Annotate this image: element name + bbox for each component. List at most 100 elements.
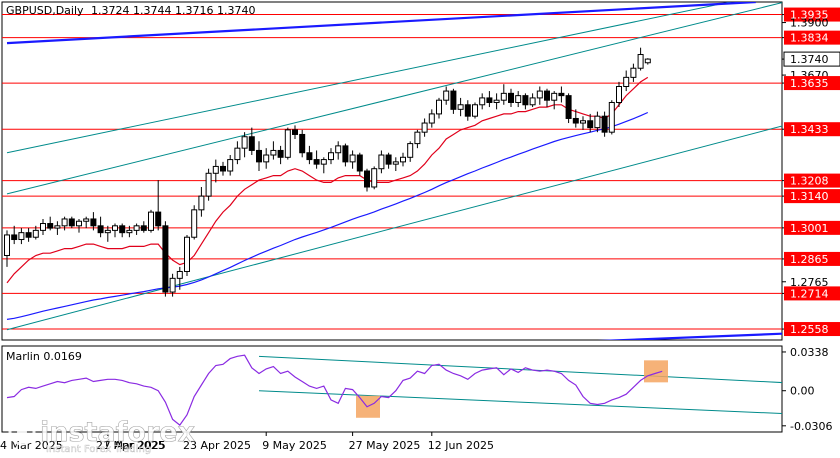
candle-body-bear (306, 152, 313, 161)
candle (378, 150, 385, 174)
candle (126, 225, 133, 238)
candle (40, 218, 46, 235)
candle (587, 113, 594, 133)
candle (140, 221, 147, 233)
candle-body-bear (277, 149, 284, 158)
candle (61, 216, 68, 231)
candle-body-bull (133, 225, 140, 231)
price-level-label: 1.3433 (790, 123, 829, 136)
price-level-tag (784, 7, 840, 22)
price-axis-label: 1.2765 (790, 276, 829, 289)
candle (457, 97, 464, 117)
time-axis-label: 12 Jun 2025 (428, 439, 494, 452)
candle (515, 91, 522, 108)
candle (18, 228, 25, 245)
candle-body-bull (4, 234, 10, 257)
price-level-tag (784, 189, 840, 204)
candle (544, 88, 550, 108)
price-level-label: 1.2865 (790, 253, 829, 266)
candle (90, 212, 97, 231)
oscillator-channel-line-1 (258, 390, 782, 415)
candle-body-bull (378, 154, 385, 170)
candle (47, 216, 54, 231)
candle-body-bear (522, 95, 529, 106)
oscillator-line (6, 354, 663, 426)
candle (493, 93, 500, 110)
candle (241, 132, 248, 158)
candle (414, 129, 421, 149)
candle-body-bear (220, 165, 226, 172)
price-level-label: 1.2558 (790, 323, 829, 336)
marlin-oscillator-line (6, 354, 663, 426)
oscillator-axis-label: 0.0338 (790, 346, 829, 359)
candle-body-bear (248, 136, 255, 151)
oscillator-pane[interactable] (1, 345, 785, 433)
price-level-tag (784, 322, 840, 337)
candle-body-bull (551, 92, 558, 101)
candle (608, 100, 615, 135)
candle-body-bull (479, 97, 486, 106)
candle (450, 88, 457, 114)
candle (299, 129, 306, 158)
oscillator-axis-label: -0.0306 (790, 420, 832, 433)
candle (623, 70, 630, 92)
candle (407, 141, 414, 162)
candle (421, 118, 428, 137)
candle (551, 91, 558, 110)
candle (198, 186, 205, 217)
candle-body-bear (292, 129, 298, 135)
price-level-label: 1.3834 (790, 32, 829, 45)
price-pane[interactable] (1, 0, 785, 345)
current-price-label: 1.3740 (790, 53, 829, 66)
channel-lines (6, 2, 782, 331)
candle-body-bull (392, 161, 399, 165)
current-price-tag (783, 51, 840, 67)
candle (558, 86, 565, 103)
candle (565, 93, 572, 124)
price-level-label: 1.3001 (790, 222, 829, 235)
candle (256, 141, 262, 171)
candle-body-bull (263, 154, 270, 163)
candle-body-bear (140, 225, 147, 231)
oscillator-highlight-1 (644, 360, 668, 383)
candle-body-bull (241, 136, 248, 149)
candle (529, 93, 536, 108)
candle (320, 157, 327, 174)
candle (248, 127, 255, 156)
price-level-tag (784, 122, 840, 137)
candle-body-bull (493, 99, 500, 103)
candle (277, 145, 284, 165)
candle (616, 81, 622, 108)
candle (335, 141, 342, 160)
candle (342, 143, 349, 167)
candle-body-bull (61, 218, 68, 227)
candle (68, 216, 75, 229)
candle-body-bull (630, 67, 637, 78)
oscillator-title: Marlin 0.0169 (6, 350, 82, 363)
candle-body-bear (544, 90, 550, 101)
instaforex-logo-icon (8, 418, 36, 446)
candle-body-bear (119, 225, 126, 234)
candle (184, 234, 190, 277)
candle (580, 116, 586, 130)
candle (436, 97, 442, 119)
candle (169, 273, 176, 297)
candle (637, 47, 644, 71)
channel-line-1 (6, 2, 782, 195)
price-level-tag (784, 251, 840, 266)
candle-body-bear (11, 234, 18, 241)
candle (572, 109, 579, 128)
candle-body-bull (40, 223, 46, 231)
candle-body-bear (572, 117, 579, 124)
candle (97, 216, 104, 238)
candle (112, 223, 118, 238)
candle-body-bear (90, 218, 97, 227)
candle-body-bull (205, 172, 212, 197)
candle (428, 109, 435, 128)
candle (472, 102, 478, 119)
candle-body-bear (68, 218, 75, 227)
candle-body-bull (198, 195, 205, 211)
candle (133, 223, 140, 235)
candle (176, 266, 183, 290)
